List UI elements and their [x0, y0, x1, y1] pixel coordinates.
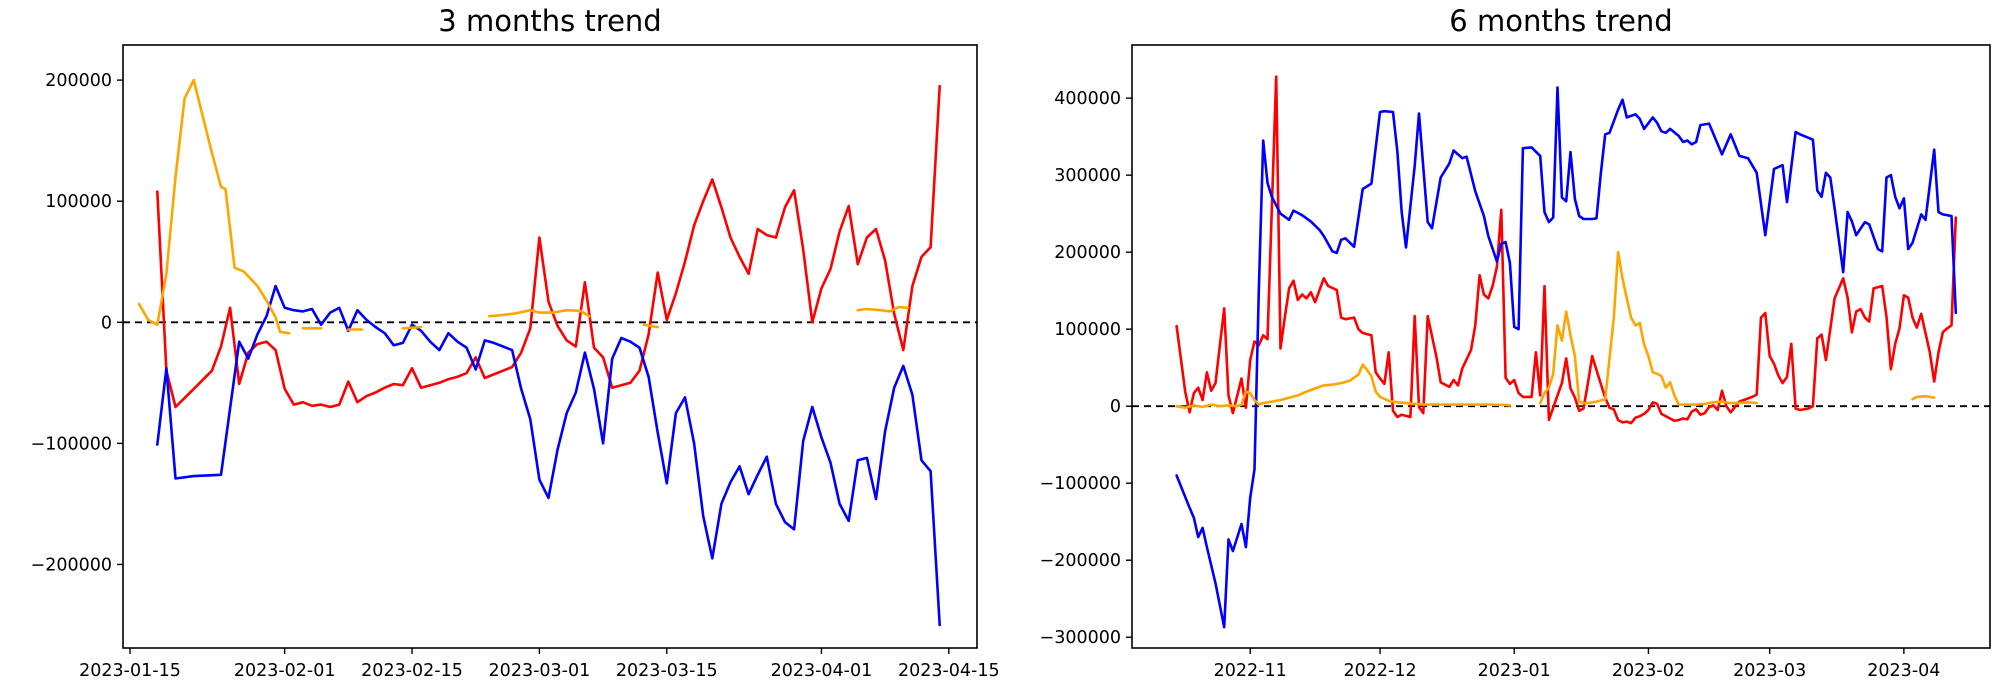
series-orange-line [401, 325, 423, 330]
series-orange-line [1175, 363, 1512, 410]
series-blue-line [1175, 86, 1958, 629]
y-tick-label: 0 [1110, 397, 1121, 417]
x-tick-label: 2023-02 [1612, 661, 1685, 681]
chart-6-months-trend: 6 months trend −300000 −200000 −100000 0 1000… [1000, 0, 2000, 700]
x-tick-label: 2023-01-15 [79, 661, 181, 681]
x-tick-label: 2023-04-01 [771, 661, 873, 681]
x-tick-label: 2023-04 [1867, 661, 1940, 681]
x-tick-label: 2023-04-15 [898, 661, 1000, 681]
chart-3-months-svg: 3 months trend −200000 −100000 0 100000 20000… [31, 4, 1000, 681]
series-orange-line [642, 323, 660, 329]
y-tick-label: 300000 [1054, 166, 1121, 186]
chart-3-months-trend: 3 months trend −200000 −100000 0 100000 20000… [31, 4, 1000, 681]
x-tick-label: 2022-12 [1343, 661, 1416, 681]
series-orange-line [1911, 394, 1936, 401]
y-tick-label: −200000 [31, 555, 112, 575]
plot-border [1131, 44, 1991, 649]
x-tick-label: 2023-03 [1733, 661, 1806, 681]
y-tick-label: −300000 [1040, 628, 1121, 648]
x-tick-label: 2023-03-15 [616, 661, 718, 681]
series-orange-line [856, 305, 910, 313]
x-tick-label: 2023-02-01 [234, 661, 336, 681]
chart-title: 3 months trend [438, 4, 661, 38]
series-red-line [1175, 75, 1958, 425]
y-tick-label: 0 [101, 313, 112, 333]
chart-title: 6 months trend [1449, 4, 1672, 38]
series-orange-line [1538, 250, 1759, 406]
x-tick-label: 2023-02-15 [361, 661, 463, 681]
y-tick-label: 100000 [1054, 320, 1121, 340]
y-tick-label: 200000 [1054, 243, 1121, 263]
y-tick-label: 100000 [45, 192, 112, 212]
plot-border [122, 44, 978, 649]
y-tick-label: 200000 [45, 71, 112, 91]
y-tick-label: −200000 [1040, 551, 1121, 571]
y-tick-label: 400000 [1054, 89, 1121, 109]
chart-6-months-svg: 6 months trend −300000 −200000 −100000 0 1000… [1040, 4, 1991, 681]
series-orange-line [137, 78, 291, 335]
series-blue-line [156, 284, 942, 627]
x-tick-label: 2022-11 [1214, 661, 1287, 681]
series-orange-line [488, 308, 591, 318]
x-tick-label: 2023-03-01 [489, 661, 591, 681]
x-tick-label: 2023-01 [1478, 661, 1551, 681]
series-red-line [156, 84, 942, 409]
y-tick-label: −100000 [31, 434, 112, 454]
y-tick-label: −100000 [1040, 474, 1121, 494]
